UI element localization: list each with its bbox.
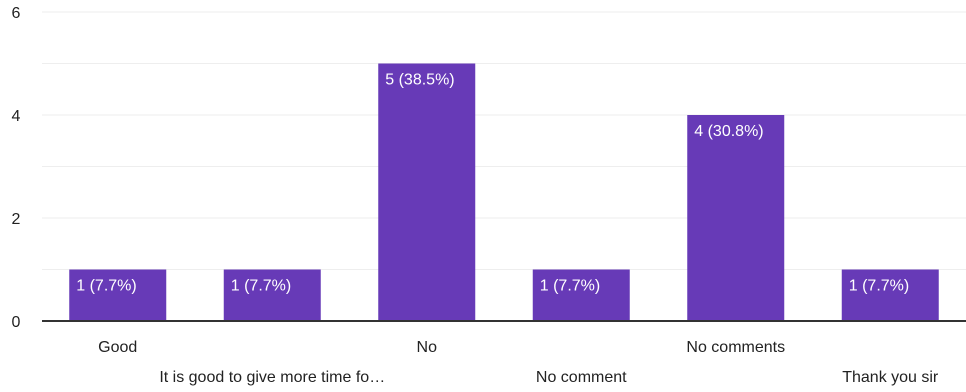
y-tick-label: 6 [12, 5, 21, 22]
bars: 1 (7.7%) 1 (7.7%) 5 (38.5%) 1 (7.7%) 4 (30.8… [69, 63, 939, 321]
bar [841, 269, 939, 321]
bar [223, 269, 321, 321]
x-category-label: No comments [686, 339, 785, 356]
x-category-label: Good [98, 339, 137, 356]
bar-data-label: 1 (7.7%) [231, 278, 291, 295]
bar-data-label: 5 (38.5%) [385, 72, 454, 89]
bar-data-label: 1 (7.7%) [849, 278, 909, 295]
x-category-label: No comment [536, 369, 627, 386]
bar [532, 269, 630, 321]
bar [69, 269, 167, 321]
x-category-label: Thank you sir [842, 369, 939, 386]
bar [687, 115, 785, 321]
bar-data-label: 1 (7.7%) [540, 278, 600, 295]
x-category-label: No [417, 339, 438, 356]
y-tick-label: 0 [12, 314, 21, 331]
bar-data-label: 1 (7.7%) [76, 278, 136, 295]
x-category-label: It is good to give more time fo… [159, 369, 385, 386]
y-axis-ticks: 0 2 4 6 [12, 5, 21, 331]
y-tick-label: 2 [12, 211, 21, 228]
gridlines [42, 11, 966, 270]
bar [378, 63, 476, 321]
y-tick-label: 4 [12, 108, 21, 125]
bar-data-label: 4 (30.8%) [694, 123, 763, 140]
x-axis-labels: Good It is good to give more time fo… No No… [98, 339, 939, 386]
